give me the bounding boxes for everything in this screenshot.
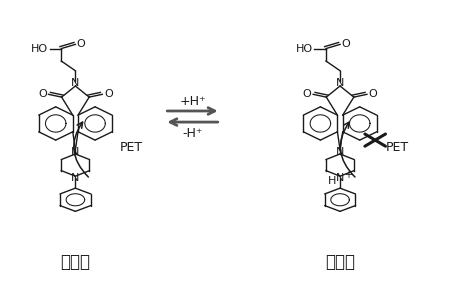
Text: N: N (71, 147, 80, 157)
Text: +H⁺: +H⁺ (179, 95, 206, 108)
Text: 无荼光: 无荼光 (60, 253, 91, 271)
Text: PET: PET (386, 141, 409, 154)
Text: N: N (336, 147, 344, 157)
Text: HO: HO (31, 44, 48, 53)
Text: O: O (38, 89, 47, 98)
Text: HO: HO (295, 44, 312, 53)
Text: N: N (71, 173, 80, 183)
Text: 强荼光: 强荼光 (325, 253, 355, 271)
Text: O: O (77, 38, 85, 49)
Text: H: H (328, 176, 336, 186)
Text: PET: PET (120, 141, 143, 154)
Text: N: N (71, 78, 80, 88)
Text: N: N (336, 173, 344, 183)
Text: -H⁺: -H⁺ (182, 127, 203, 140)
Text: O: O (104, 89, 113, 98)
Text: O: O (341, 38, 350, 49)
Text: O: O (369, 89, 377, 98)
Text: O: O (303, 89, 311, 98)
Text: N: N (336, 78, 344, 88)
Text: +: + (345, 170, 353, 180)
